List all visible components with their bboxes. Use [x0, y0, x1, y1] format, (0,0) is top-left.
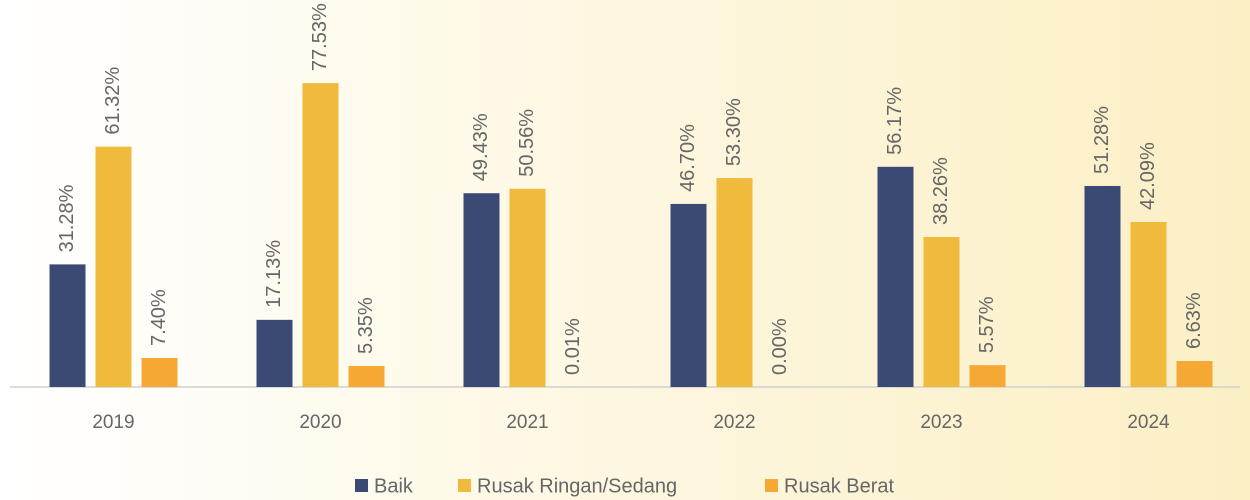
x-tick-label: 2024 — [1127, 412, 1170, 433]
legend-swatch — [355, 479, 368, 492]
value-label: 17.13% — [263, 240, 285, 308]
legend-swatch — [765, 479, 778, 492]
bar — [1084, 185, 1121, 387]
value-label: 31.28% — [56, 184, 78, 252]
bar — [1176, 361, 1213, 387]
bar — [95, 146, 132, 387]
value-label: 61.32% — [102, 67, 124, 135]
value-label: 38.26% — [930, 157, 952, 225]
value-label: 5.35% — [355, 297, 377, 354]
bar — [670, 203, 707, 387]
x-tick-label: 2020 — [299, 412, 341, 433]
value-label: 56.17% — [884, 87, 906, 155]
legend-label: Baik — [374, 475, 414, 497]
bar — [923, 237, 960, 387]
value-label: 77.53% — [309, 3, 331, 71]
bar — [141, 357, 178, 387]
x-tick-label: 2019 — [92, 412, 134, 433]
x-tick-label: 2022 — [713, 412, 755, 433]
bar — [256, 319, 293, 387]
legend-swatch — [458, 479, 471, 492]
value-label: 5.57% — [976, 296, 998, 353]
value-label: 6.63% — [1183, 292, 1205, 349]
bar — [509, 188, 546, 387]
bar — [463, 193, 500, 387]
value-label: 0.00% — [769, 318, 791, 375]
bar — [716, 178, 753, 387]
bar — [877, 166, 914, 387]
value-label: 0.01% — [562, 318, 584, 375]
x-tick-label: 2021 — [506, 412, 548, 433]
bar — [49, 264, 86, 387]
value-label: 53.30% — [723, 98, 745, 166]
bar — [969, 365, 1006, 387]
bar — [348, 366, 385, 387]
value-label: 50.56% — [516, 109, 538, 177]
value-label: 42.09% — [1137, 142, 1159, 210]
value-label: 7.40% — [148, 289, 170, 346]
value-label: 46.70% — [677, 124, 699, 192]
bar — [1130, 222, 1167, 387]
x-tick-label: 2023 — [920, 412, 962, 433]
legend-label: Rusak Ringan/Sedang — [477, 475, 677, 497]
value-label: 51.28% — [1091, 106, 1113, 174]
value-label: 49.43% — [470, 113, 492, 181]
legend-label: Rusak Berat — [784, 475, 894, 497]
bar — [302, 83, 339, 387]
